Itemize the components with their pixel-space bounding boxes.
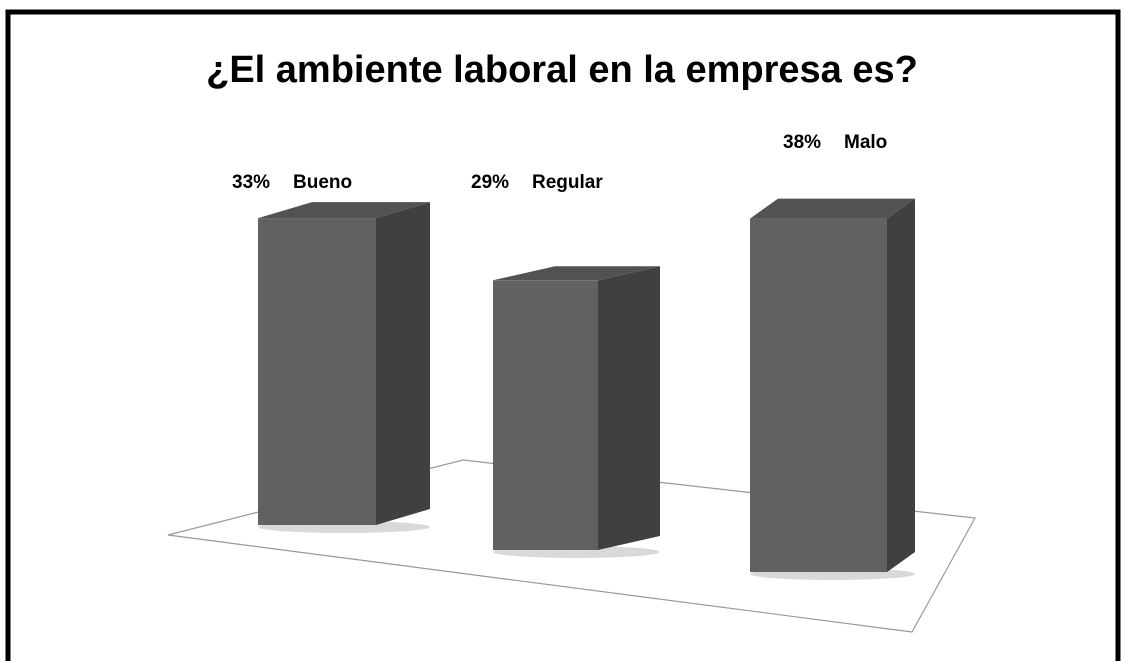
- data-label: 33%: [232, 172, 270, 193]
- bar-top: [750, 198, 915, 219]
- category-label: Malo: [844, 132, 887, 153]
- frame: [5, 9, 1121, 661]
- bar: [258, 202, 430, 533]
- bar-front: [258, 218, 376, 525]
- bar: [750, 198, 915, 580]
- bar-side: [376, 202, 430, 525]
- data-label: 29%: [471, 172, 509, 193]
- category-label: Regular: [532, 172, 603, 193]
- bar-top: [493, 266, 660, 281]
- bar-top: [258, 202, 430, 219]
- bar-side: [887, 198, 915, 572]
- bar-front: [750, 218, 887, 572]
- bar: [493, 266, 660, 558]
- bar-front: [493, 280, 598, 550]
- data-label: 38%: [783, 132, 821, 153]
- chart-title: ¿El ambiente laboral en la empresa es?: [206, 49, 918, 91]
- bar-side: [598, 266, 660, 550]
- category-label: Bueno: [293, 172, 352, 193]
